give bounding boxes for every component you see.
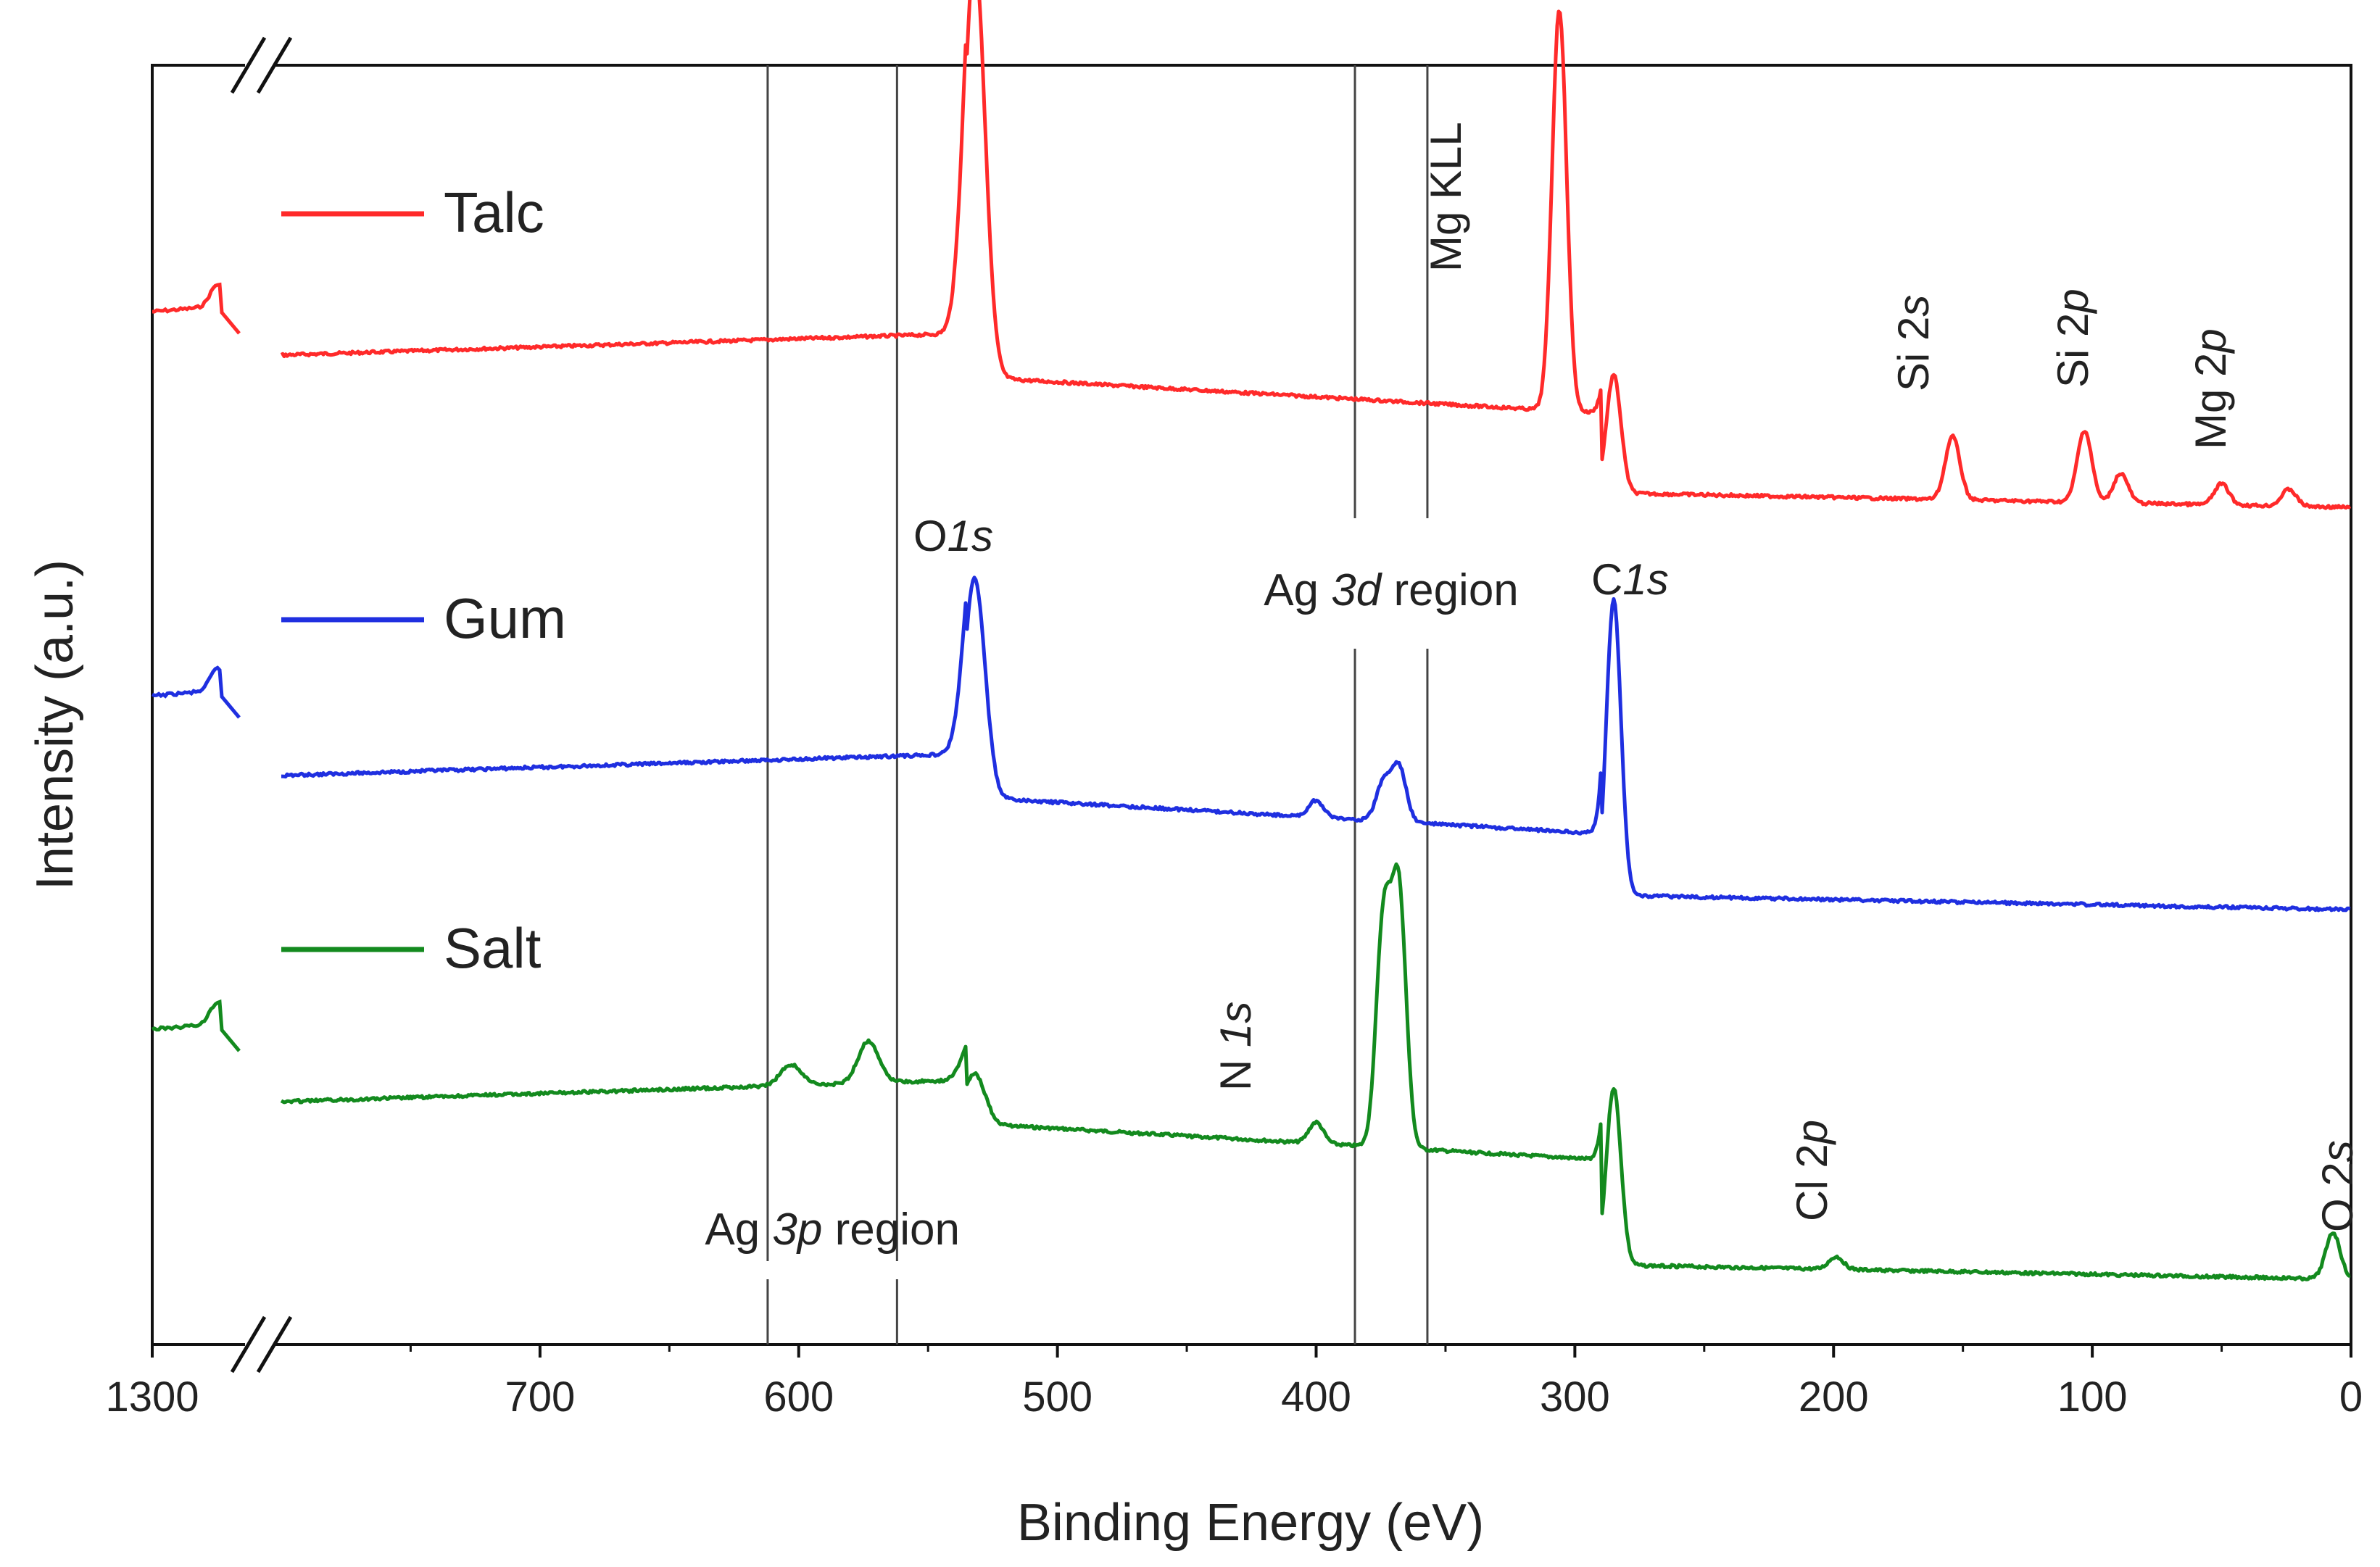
- peak-annotations: Ag 3p region Ag 3d region O1s C1s Mg KLL Si 2…: [705, 122, 2362, 1255]
- x-tick-label: 500: [1022, 1373, 1092, 1421]
- axis-break-gap-top: [245, 61, 274, 70]
- axis-breaks: [230, 36, 293, 1373]
- legend-label: Talc: [444, 180, 544, 244]
- region-label: Ag 3p region: [705, 1205, 960, 1255]
- x-tick-label: 200: [1799, 1373, 1869, 1421]
- plot-border: [151, 64, 2352, 1346]
- series-line-left-segment: [151, 665, 241, 719]
- x-tick-label: 700: [505, 1373, 575, 1421]
- series-line: [281, 575, 2351, 913]
- axis-break-slash: [230, 36, 267, 94]
- peak-label: N 1s: [1211, 1002, 1260, 1091]
- series-gum: [151, 575, 2351, 913]
- series-line: [280, 862, 2351, 1282]
- peak-label: O 2s: [2313, 1140, 2362, 1232]
- x-tick-label: 0: [2339, 1373, 2363, 1421]
- x-tick-label: 300: [1540, 1373, 1610, 1421]
- peak-label: C1s: [1591, 555, 1669, 604]
- legend-item: Salt: [281, 916, 542, 980]
- peak-label: Si 2s: [1889, 295, 1938, 391]
- axis-break-slash: [256, 1315, 293, 1373]
- series-salt: [152, 862, 2351, 1282]
- peak-label: Mg 2p: [2186, 328, 2235, 449]
- x-tick-label: 100: [2057, 1373, 2128, 1421]
- x-tick-label: 1300: [105, 1373, 199, 1421]
- spectra: [151, 0, 2352, 1282]
- peak-label: Cl 2p: [1788, 1120, 1836, 1221]
- axis-break-slash: [230, 1315, 267, 1373]
- legend: Talc Gum Salt: [281, 180, 566, 980]
- peak-label: O1s: [913, 512, 993, 560]
- plot-frame: [151, 64, 2352, 1346]
- legend-item: Gum: [281, 586, 566, 650]
- y-axis-title: Intensity (a.u.): [26, 560, 84, 890]
- x-axis-title: Binding Energy (eV): [1017, 1494, 1484, 1552]
- x-ticks: 1300 700 600 500 400 300 200 100 0: [105, 1344, 2363, 1421]
- axis-break-slash: [256, 36, 293, 94]
- legend-label: Salt: [444, 916, 542, 980]
- peak-label: Si 2p: [2049, 288, 2097, 388]
- reference-lines: [766, 65, 1429, 1344]
- series-line-left-segment: [152, 999, 241, 1052]
- axis-break-gap-bottom: [245, 1340, 274, 1349]
- legend-label: Gum: [444, 586, 566, 650]
- series-line-left-segment: [152, 282, 241, 335]
- series-talc: [152, 0, 2352, 510]
- peak-label: Mg KLL: [1422, 122, 1470, 272]
- series-line: [280, 0, 2352, 510]
- region-label: Ag 3d region: [1264, 565, 1519, 615]
- x-tick-label: 400: [1281, 1373, 1351, 1421]
- x-tick-label: 600: [763, 1373, 834, 1421]
- legend-item: Talc: [281, 180, 544, 244]
